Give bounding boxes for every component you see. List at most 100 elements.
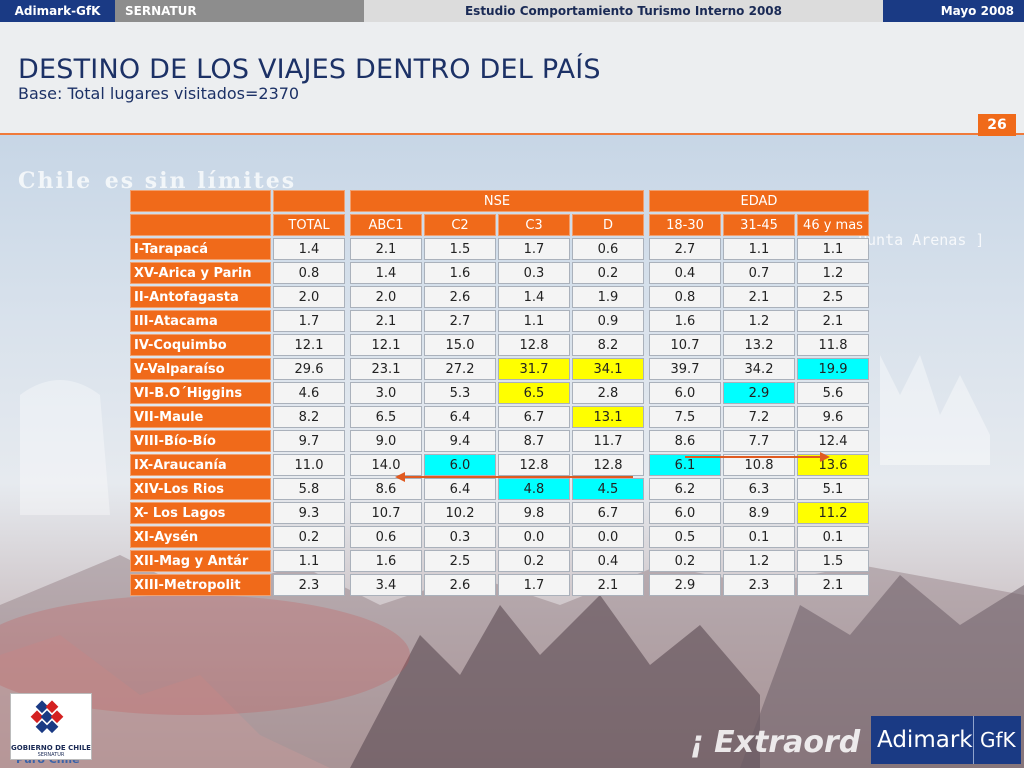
value-cell: 0.4 xyxy=(649,262,721,284)
group-header-row: NSE EDAD xyxy=(130,190,869,212)
value-cell: 6.0 xyxy=(649,502,721,524)
gap-cell xyxy=(646,190,647,212)
table-row: XIII-Metropolit 2.3 3.4 2.6 1.7 2.1 2.9 2.3 2.1 xyxy=(130,574,869,596)
gap-cell xyxy=(347,478,348,500)
value-cell: 13.1 xyxy=(572,406,644,428)
value-cell: 8.9 xyxy=(723,502,795,524)
value-cell: 1.6 xyxy=(649,310,721,332)
value-cell: 1.4 xyxy=(273,238,345,260)
table-row: XV-Arica y Parin 0.8 1.4 1.6 0.3 0.2 0.4 0.7 1.2 xyxy=(130,262,869,284)
table-row: VI-B.O´Higgins 4.6 3.0 5.3 6.5 2.8 6.0 2.9 5.6 xyxy=(130,382,869,404)
region-label: XI-Aysén xyxy=(130,526,271,548)
chile-watermark-word: Chile xyxy=(18,168,93,194)
total-group-cell xyxy=(273,190,345,212)
chile-watermark: Chile es sin límites xyxy=(18,155,296,197)
value-cell: 5.1 xyxy=(797,478,869,500)
corner-cell xyxy=(130,214,271,236)
gap-cell xyxy=(347,526,348,548)
value-cell: 13.2 xyxy=(723,334,795,356)
column-header-18-30: 18-30 xyxy=(649,214,721,236)
value-cell: 1.7 xyxy=(498,574,570,596)
table-row: II-Antofagasta 2.0 2.0 2.6 1.4 1.9 0.8 2.1 2.5 xyxy=(130,286,869,308)
gobierno-de-chile-logo: GOBIERNO DE CHILE SERNATUR xyxy=(10,693,92,760)
value-cell: 2.0 xyxy=(350,286,422,308)
value-cell: 6.0 xyxy=(649,382,721,404)
table-row: IV-Coquimbo 12.1 12.1 15.0 12.8 8.2 10.7 13.2 11… xyxy=(130,334,869,356)
gobierno-emblem-icon xyxy=(30,700,64,734)
value-cell: 8.6 xyxy=(649,430,721,452)
value-cell: 11.0 xyxy=(273,454,345,476)
value-cell: 1.7 xyxy=(498,238,570,260)
gap-cell xyxy=(646,478,647,500)
value-cell: 5.8 xyxy=(273,478,345,500)
value-cell: 13.6 xyxy=(797,454,869,476)
value-cell: 9.7 xyxy=(273,430,345,452)
region-label: XII-Mag y Antár xyxy=(130,550,271,572)
gap-cell xyxy=(347,310,348,332)
gap-cell xyxy=(347,334,348,356)
gap-cell xyxy=(347,286,348,308)
mountain-illustration xyxy=(0,355,1024,768)
nse-group-header: NSE xyxy=(350,190,644,212)
value-cell: 6.0 xyxy=(424,454,496,476)
value-cell: 1.2 xyxy=(723,310,795,332)
edad-group-header: EDAD xyxy=(649,190,869,212)
value-cell: 9.6 xyxy=(797,406,869,428)
destination-table: NSE EDAD TOTAL ABC1 C2 C3 D 18-30 31-45 … xyxy=(128,188,871,598)
value-cell: 0.0 xyxy=(572,526,644,548)
value-cell: 2.3 xyxy=(723,574,795,596)
value-cell: 2.9 xyxy=(723,382,795,404)
value-cell: 9.8 xyxy=(498,502,570,524)
value-cell: 2.1 xyxy=(350,310,422,332)
value-cell: 0.3 xyxy=(498,262,570,284)
value-cell: 29.6 xyxy=(273,358,345,380)
gap-cell xyxy=(347,406,348,428)
adimark-wordmark: Adimark xyxy=(877,727,973,753)
value-cell: 2.1 xyxy=(797,310,869,332)
value-cell: 1.4 xyxy=(350,262,422,284)
gap-cell xyxy=(347,430,348,452)
value-cell: 6.7 xyxy=(572,502,644,524)
gap-cell xyxy=(646,238,647,260)
value-cell: 5.6 xyxy=(797,382,869,404)
table-row: IX-Araucanía 11.0 14.0 6.0 12.8 12.8 6.1 10.8 13… xyxy=(130,454,869,476)
value-cell: 9.4 xyxy=(424,430,496,452)
value-cell: 0.8 xyxy=(649,286,721,308)
table-row: VII-Maule 8.2 6.5 6.4 6.7 13.1 7.5 7.2 9.6 xyxy=(130,406,869,428)
value-cell: 34.1 xyxy=(572,358,644,380)
value-cell: 1.5 xyxy=(424,238,496,260)
table-row: XIV-Los Rios 5.8 8.6 6.4 4.8 4.5 6.2 6.3 5.1 xyxy=(130,478,869,500)
table-body: NSE EDAD TOTAL ABC1 C2 C3 D 18-30 31-45 … xyxy=(130,190,869,596)
value-cell: 1.6 xyxy=(424,262,496,284)
value-cell: 27.2 xyxy=(424,358,496,380)
gap-cell xyxy=(347,358,348,380)
gap-cell xyxy=(347,574,348,596)
value-cell: 0.1 xyxy=(797,526,869,548)
region-label: IX-Araucanía xyxy=(130,454,271,476)
value-cell: 8.7 xyxy=(498,430,570,452)
value-cell: 1.2 xyxy=(723,550,795,572)
table-row: VIII-Bío-Bío 9.7 9.0 9.4 8.7 11.7 8.6 7.7 12.4 xyxy=(130,430,869,452)
value-cell: 6.2 xyxy=(649,478,721,500)
value-cell: 2.7 xyxy=(424,310,496,332)
gap-cell xyxy=(646,574,647,596)
value-cell: 8.2 xyxy=(273,406,345,428)
value-cell: 8.6 xyxy=(350,478,422,500)
gap-cell xyxy=(347,502,348,524)
gap-cell xyxy=(347,238,348,260)
value-cell: 1.1 xyxy=(797,238,869,260)
value-cell: 8.2 xyxy=(572,334,644,356)
punta-arenas-watermark: Punta Arenas ] xyxy=(858,231,985,249)
extraordinario-watermark: ¡ Extraord xyxy=(690,725,861,760)
value-cell: 2.6 xyxy=(424,286,496,308)
table-row: XII-Mag y Antár 1.1 1.6 2.5 0.2 0.4 0.2 1.2 1.5 xyxy=(130,550,869,572)
value-cell: 4.8 xyxy=(498,478,570,500)
value-cell: 2.1 xyxy=(350,238,422,260)
value-cell: 2.1 xyxy=(572,574,644,596)
value-cell: 0.2 xyxy=(572,262,644,284)
value-cell: 0.0 xyxy=(498,526,570,548)
value-cell: 2.5 xyxy=(424,550,496,572)
value-cell: 2.7 xyxy=(649,238,721,260)
column-header-c2: C2 xyxy=(424,214,496,236)
value-cell: 3.4 xyxy=(350,574,422,596)
